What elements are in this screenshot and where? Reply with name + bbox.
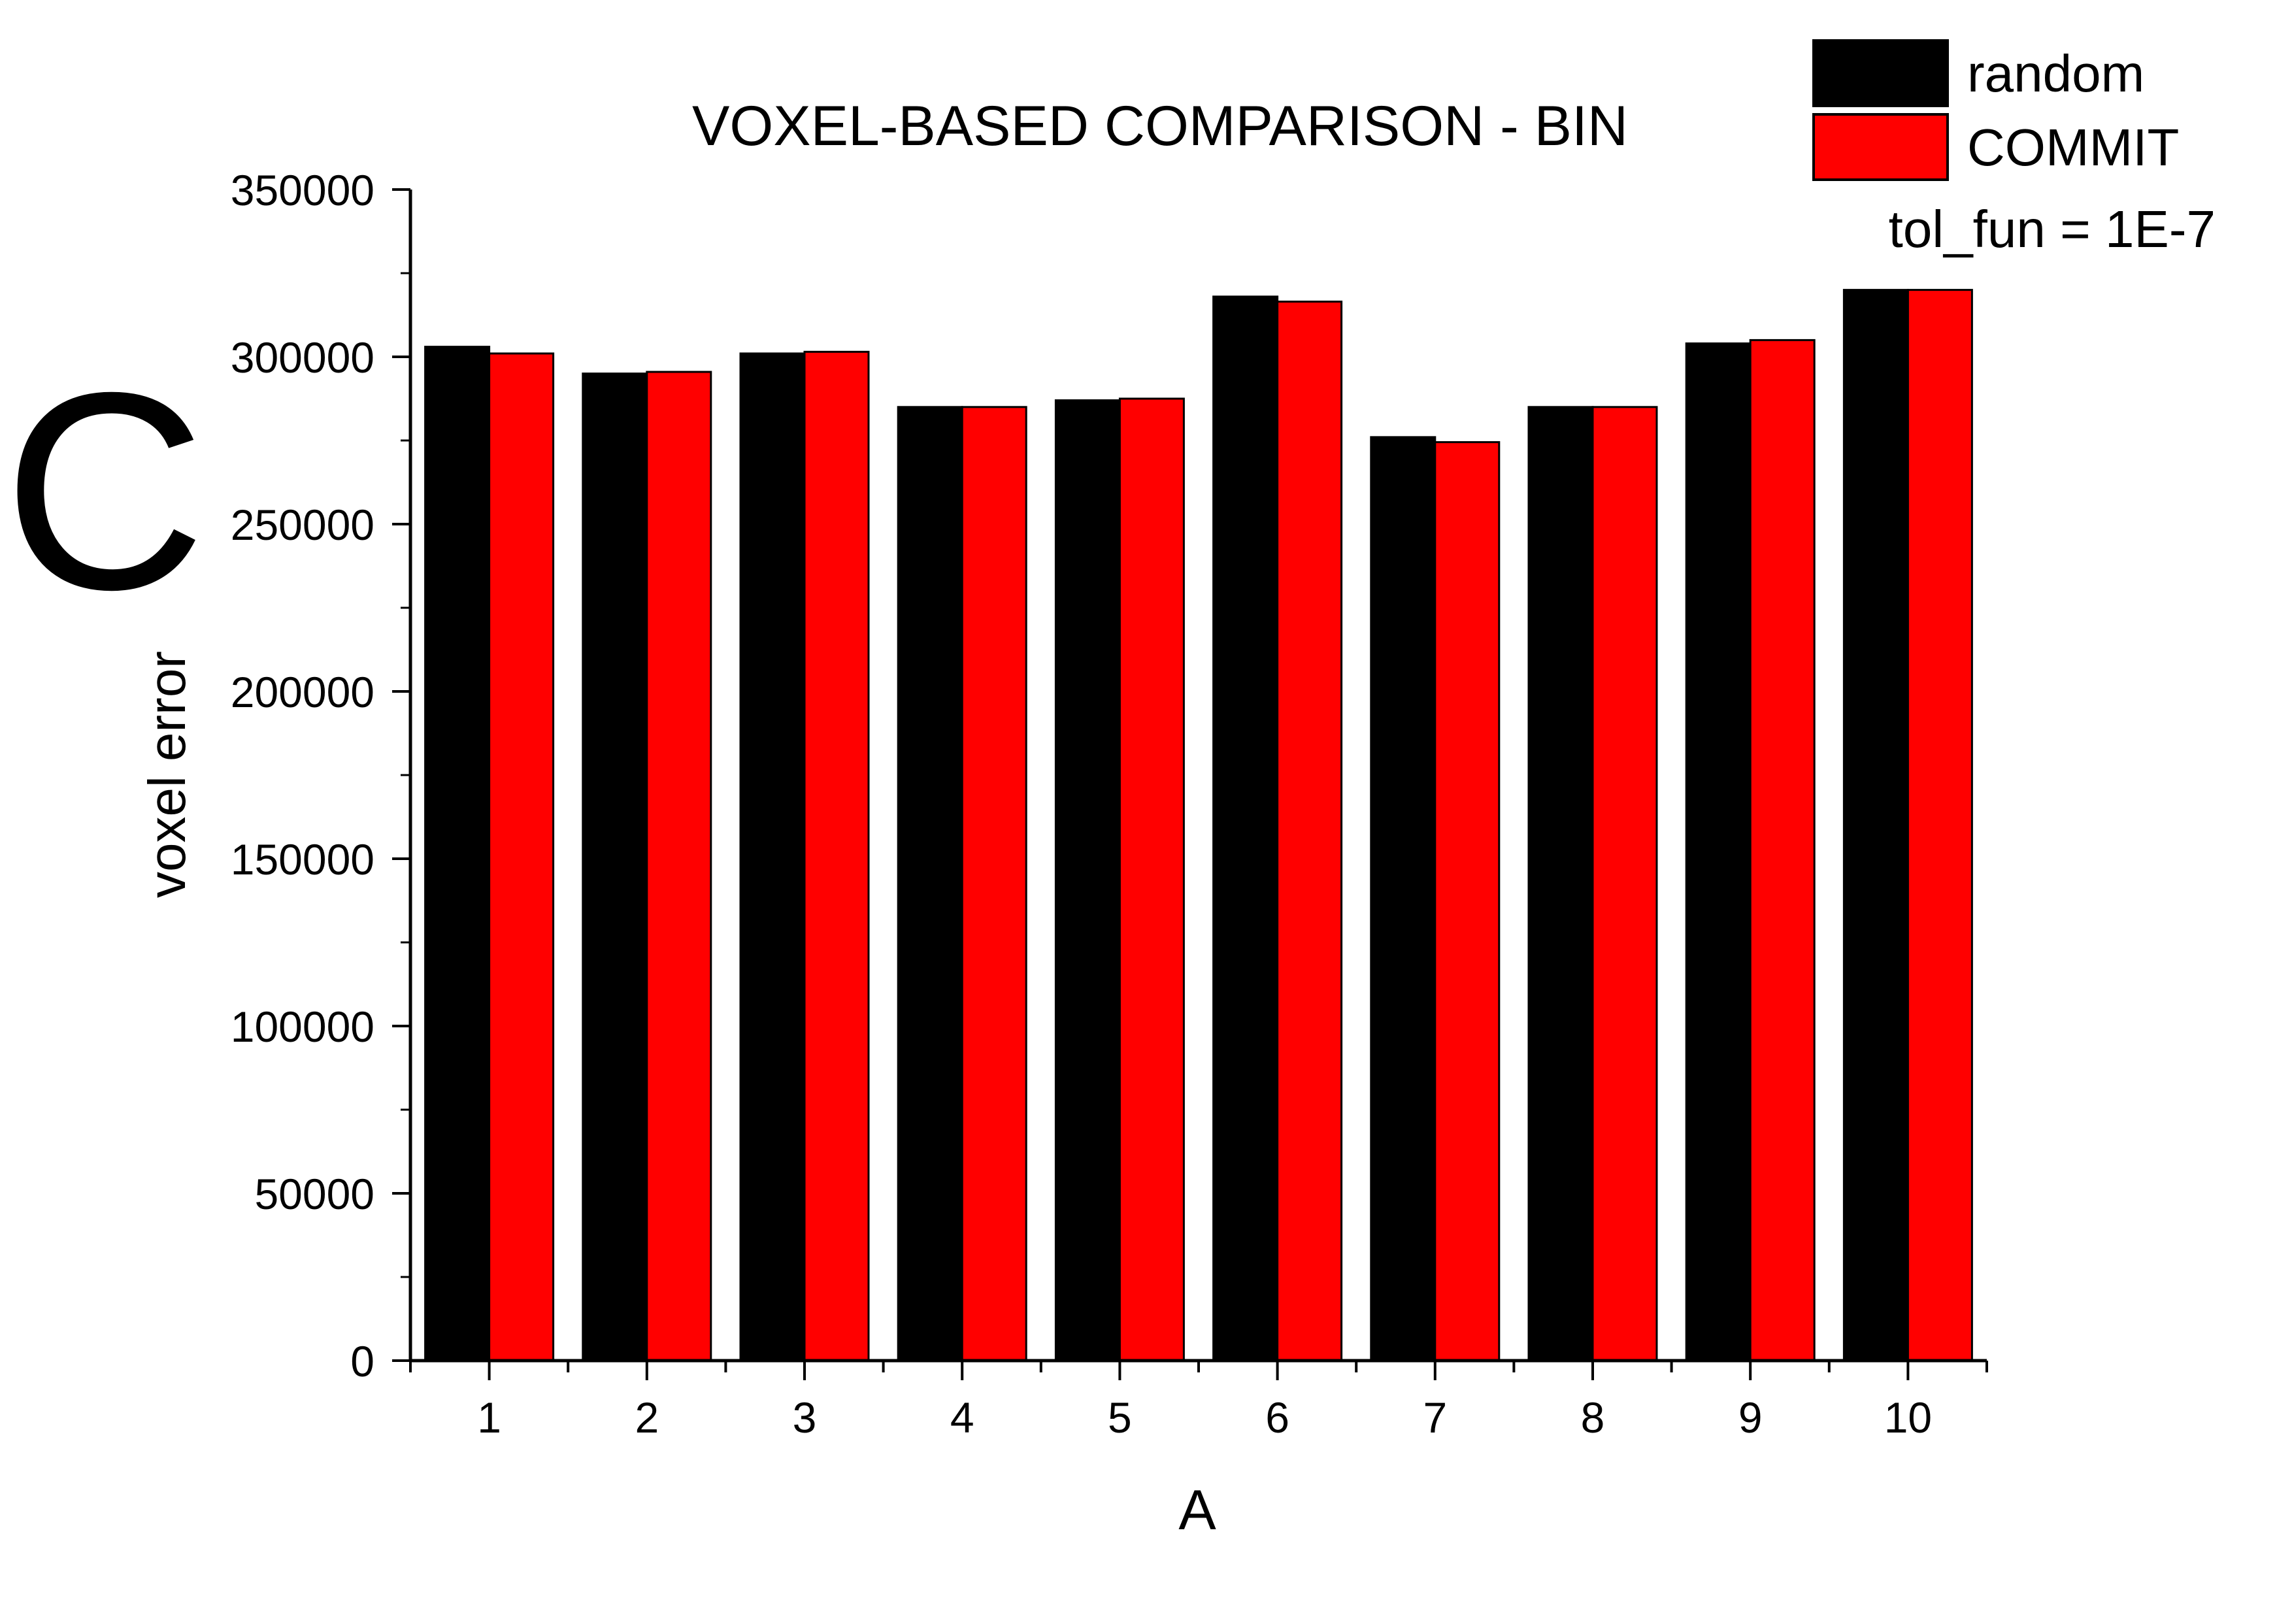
x-tick-label-7: 7 xyxy=(1423,1393,1447,1442)
x-axis-label: A xyxy=(1178,1479,1216,1542)
bar-commit-2 xyxy=(646,371,712,1362)
bar-random-8 xyxy=(1527,406,1594,1362)
bar-random-7 xyxy=(1370,436,1437,1362)
panel-label: C xyxy=(3,335,207,648)
x-tick-label-8: 8 xyxy=(1581,1393,1605,1442)
x-tick-label-10: 10 xyxy=(1884,1393,1932,1442)
bar-random-4 xyxy=(897,406,963,1362)
bar-commit-8 xyxy=(1591,406,1658,1362)
legend-label-random: random xyxy=(1967,44,2144,103)
bar-commit-1 xyxy=(488,352,555,1362)
x-tick-label-4: 4 xyxy=(950,1393,974,1442)
y-tick-label-300000: 300000 xyxy=(231,333,374,382)
bar-commit-9 xyxy=(1749,339,1816,1362)
y-tick-label-50000: 50000 xyxy=(254,1170,374,1218)
legend-label-commit: COMMIT xyxy=(1967,118,2179,176)
y-tick-label-150000: 150000 xyxy=(231,835,374,884)
bar-commit-5 xyxy=(1118,397,1185,1362)
x-tick-label-2: 2 xyxy=(635,1393,659,1442)
bar-random-3 xyxy=(739,352,806,1362)
bar-commit-6 xyxy=(1276,301,1343,1362)
bar-random-5 xyxy=(1054,399,1121,1362)
bar-commit-10 xyxy=(1906,289,1973,1362)
x-tick-label-9: 9 xyxy=(1738,1393,1763,1442)
y-tick-label-250000: 250000 xyxy=(231,501,374,549)
x-tick-label-6: 6 xyxy=(1265,1393,1289,1442)
bar-commit-3 xyxy=(803,350,870,1362)
bar-commit-4 xyxy=(961,406,1027,1362)
y-ticks-group: 0 50000 100000 150000 200000 250000 300000 3500… xyxy=(231,166,410,1385)
x-tick-label-5: 5 xyxy=(1108,1393,1132,1442)
chart-title: VOXEL-BASED COMPARISON - BIN xyxy=(692,95,1628,157)
y-tick-label-0: 0 xyxy=(350,1337,374,1385)
y-tick-label-200000: 200000 xyxy=(231,668,374,716)
bar-random-10 xyxy=(1842,289,1909,1362)
legend-swatch-commit xyxy=(1812,113,1949,181)
bars-group xyxy=(424,289,1973,1362)
legend-swatch-random xyxy=(1812,39,1949,107)
bar-commit-7 xyxy=(1434,441,1501,1362)
bar-random-6 xyxy=(1212,295,1279,1362)
y-tick-label-350000: 350000 xyxy=(231,166,374,214)
y-axis-label: voxel error xyxy=(138,651,196,898)
x-tick-label-3: 3 xyxy=(793,1393,817,1442)
y-tick-label-100000: 100000 xyxy=(231,1003,374,1051)
bar-random-1 xyxy=(424,346,491,1362)
bar-random-2 xyxy=(582,373,648,1362)
x-ticks-group: 1 2 3 4 5 6 7 8 9 10 xyxy=(409,1361,1988,1442)
legend-note: tol_fun = 1E-7 xyxy=(1889,200,2216,258)
bar-random-9 xyxy=(1685,342,1752,1362)
legend: random COMMIT tol_fun = 1E-7 xyxy=(1812,39,2216,258)
x-tick-label-1: 1 xyxy=(477,1393,501,1442)
